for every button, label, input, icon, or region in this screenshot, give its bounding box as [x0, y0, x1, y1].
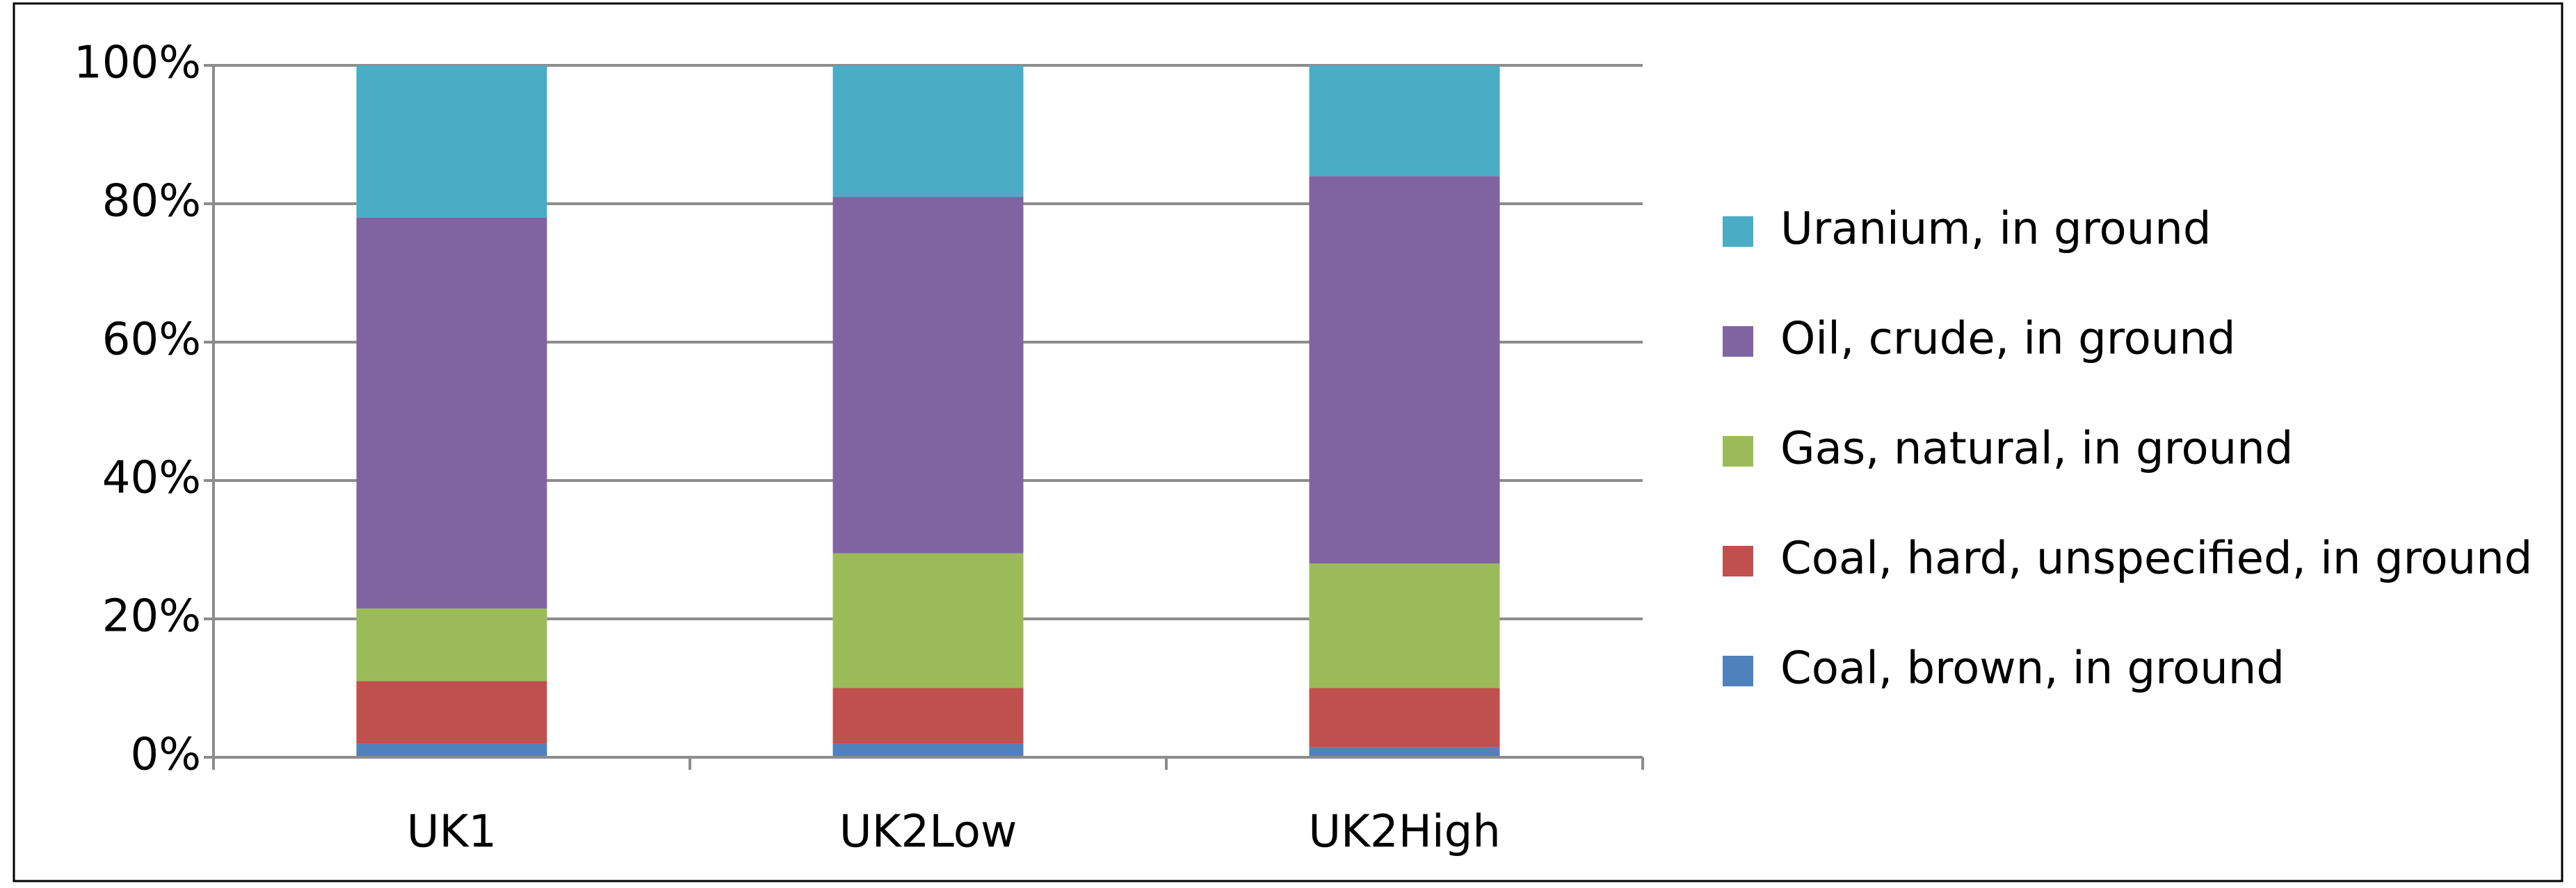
chart-border [13, 2, 2563, 882]
y-tick-label: 60% [102, 314, 201, 366]
legend-swatch [1723, 436, 1753, 467]
y-tick-label: 20% [102, 591, 201, 643]
bar-segment [356, 65, 547, 218]
bar-segment [832, 553, 1024, 688]
legend-label: Uranium, in ground [1780, 204, 2211, 255]
bar-segment [832, 65, 1024, 197]
y-tick-label: 80% [102, 176, 201, 227]
legend-swatch [1723, 216, 1753, 247]
legend-label: Coal, hard, unspecified, in ground [1780, 533, 2532, 585]
bar-segment [1309, 176, 1500, 564]
y-tick-label: 0% [130, 729, 201, 781]
legend-swatch [1723, 656, 1753, 686]
bar-segment [1309, 563, 1500, 688]
x-tick-label: UK2Low [839, 807, 1017, 858]
legend-label: Coal, brown, in ground [1780, 643, 2285, 695]
y-tick-label: 40% [102, 453, 201, 504]
bar-segment [1309, 747, 1500, 757]
x-tick-label: UK1 [407, 807, 497, 858]
bar-segment [832, 743, 1024, 757]
bar-segment [356, 681, 547, 744]
legend-label: Oil, crude, in ground [1780, 314, 2236, 365]
bar-segment [356, 608, 547, 681]
bar-segment [832, 197, 1024, 554]
legend-label: Gas, natural, in ground [1780, 423, 2293, 475]
x-tick-label: UK2High [1308, 807, 1501, 858]
bar-segment [356, 743, 547, 757]
bar-segment [832, 688, 1024, 744]
bar-segment [1309, 65, 1500, 177]
legend-swatch [1723, 326, 1753, 357]
bar-segment [356, 217, 547, 609]
bar-segment [1309, 688, 1500, 748]
legend-swatch [1723, 546, 1753, 576]
y-tick-label: 100% [74, 38, 201, 89]
